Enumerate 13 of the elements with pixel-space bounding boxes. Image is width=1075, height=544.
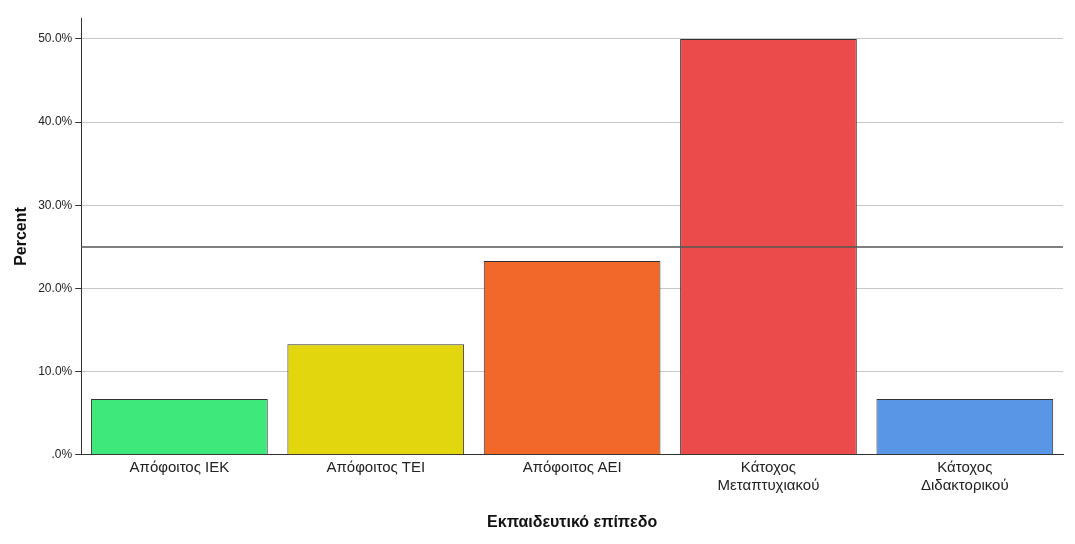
y-tick-label: 40.0% xyxy=(38,114,73,129)
x-tick-label: Απόφοιτος ΑΕΙ xyxy=(522,457,622,475)
x-tick-label: Απόφοιτος ΙΕΚ xyxy=(129,457,230,475)
y-tick-label: 30.0% xyxy=(38,197,73,212)
y-axis-title: Percent xyxy=(12,206,30,266)
y-tick-label: 10.0% xyxy=(38,363,73,378)
x-tick-label: Κάτοχος Μεταπτυχιακού xyxy=(717,457,820,493)
x-axis-title: Εκπαιδευτικό επίπεδο xyxy=(487,512,658,530)
x-tick-label: Απόφοιτος ΤΕΙ xyxy=(326,457,426,475)
y-tick-label: .0% xyxy=(51,447,73,462)
y-tick-label: 50.0% xyxy=(38,31,73,46)
y-tick-label: 20.0% xyxy=(38,280,73,295)
x-tick-label: Κάτοχος Διδακτορικού xyxy=(920,457,1009,493)
